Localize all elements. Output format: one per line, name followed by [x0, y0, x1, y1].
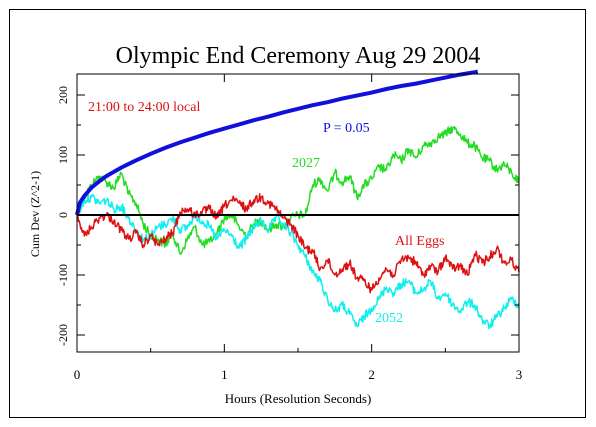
- series-line-p-005: [75, 69, 479, 216]
- plot-area-border: [76, 73, 520, 353]
- y-tick-label: 200: [56, 86, 70, 104]
- x-tick-label: 3: [516, 367, 523, 382]
- x-tick-label: 0: [74, 367, 81, 382]
- y-tick-label: -100: [56, 264, 70, 286]
- series-line-all-eggs: [76, 193, 520, 294]
- time-range-annotation: 21:00 to 24:00 local: [88, 100, 200, 115]
- y-tick-label: 0: [56, 212, 70, 218]
- x-tick-label: 2: [368, 367, 375, 382]
- chart-svg: Olympic End Ceremony Aug 29 2004 Cum Dev…: [28, 43, 523, 406]
- chart-title: Olympic End Ceremony Aug 29 2004: [116, 43, 481, 69]
- series-label-2027: 2027: [292, 156, 320, 171]
- y-axis-label: Cum Dev (Z^2-1): [28, 171, 42, 257]
- series-label-2052: 2052: [375, 311, 403, 326]
- axes-layer: 0 1 2 3 -200 -100 0 100 200: [56, 73, 523, 382]
- chart-frame: Olympic End Ceremony Aug 29 2004 Cum Dev…: [9, 9, 586, 418]
- x-axis-label: Hours (Resolution Seconds): [225, 391, 372, 406]
- y-tick-label: -200: [56, 324, 70, 346]
- series-label-all-eggs: All Eggs: [395, 234, 444, 249]
- y-tick-label: 100: [56, 146, 70, 164]
- x-tick-label: 1: [221, 367, 228, 382]
- series-label-layer: P = 0.05 2027 2052 All Eggs: [292, 121, 444, 326]
- series-label-p-005: P = 0.05: [323, 121, 370, 136]
